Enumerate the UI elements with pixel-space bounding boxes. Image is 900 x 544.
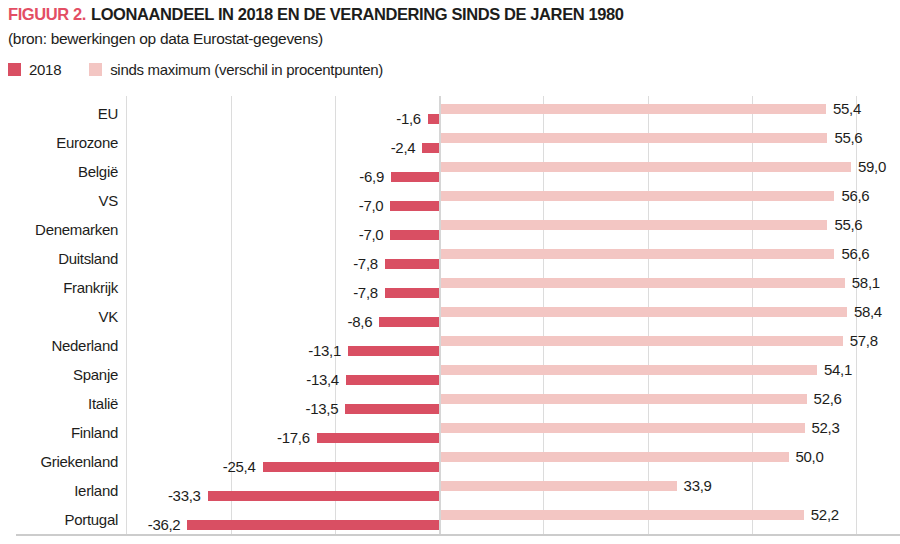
value-label-2018: -13,5 xyxy=(306,401,339,417)
category-label: Italië xyxy=(8,396,118,412)
bar-sinds-maximum xyxy=(441,452,789,462)
value-label-sinds-maximum: 58,4 xyxy=(854,304,882,320)
category-label: Duitsland xyxy=(8,251,118,267)
bar-sinds-maximum xyxy=(441,394,807,404)
bar-2018 xyxy=(346,375,439,385)
bar-2018 xyxy=(385,288,439,298)
value-label-2018: -17,6 xyxy=(277,430,310,446)
bar-sinds-maximum xyxy=(441,481,677,491)
category-label: Finland xyxy=(8,425,118,441)
bar-sinds-maximum xyxy=(441,423,805,433)
value-label-sinds-maximum: 33,9 xyxy=(684,478,712,494)
bar-sinds-maximum xyxy=(441,249,834,259)
value-label-sinds-maximum: 52,3 xyxy=(812,420,840,436)
value-label-sinds-maximum: 55,4 xyxy=(833,101,861,117)
bar-2018 xyxy=(390,201,439,211)
bar-2018 xyxy=(345,404,439,414)
bar-2018 xyxy=(390,230,439,240)
bar-sinds-maximum xyxy=(441,307,847,317)
bar-sinds-maximum xyxy=(441,510,804,520)
value-label-sinds-maximum: 56,6 xyxy=(841,188,869,204)
x-axis-line xyxy=(16,534,900,536)
bar-sinds-maximum xyxy=(441,278,845,288)
bar-2018 xyxy=(379,317,439,327)
value-label-sinds-maximum: 55,6 xyxy=(834,130,862,146)
bar-2018 xyxy=(317,433,439,443)
bar-2018 xyxy=(348,346,439,356)
value-label-sinds-maximum: 52,6 xyxy=(814,391,842,407)
category-label: België xyxy=(8,164,118,180)
bar-sinds-maximum xyxy=(441,336,843,346)
bar-sinds-maximum xyxy=(441,365,817,375)
value-label-sinds-maximum: 57,8 xyxy=(850,333,878,349)
value-label-2018: -8,6 xyxy=(348,314,373,330)
gridline xyxy=(126,96,127,535)
value-label-2018: -1,6 xyxy=(396,111,421,127)
category-label: VS xyxy=(8,193,118,209)
category-label: Denemarken xyxy=(8,222,118,238)
value-label-2018: -13,1 xyxy=(308,343,341,359)
value-label-sinds-maximum: 55,6 xyxy=(834,217,862,233)
category-label: Eurozone xyxy=(8,135,118,151)
bar-sinds-maximum xyxy=(441,162,851,172)
bar-sinds-maximum xyxy=(441,220,827,230)
value-label-2018: -13,4 xyxy=(306,372,339,388)
bar-2018 xyxy=(208,491,439,501)
bar-2018 xyxy=(385,259,439,269)
category-label: EU xyxy=(8,106,118,122)
bar-2018 xyxy=(391,172,439,182)
category-label: Nederland xyxy=(8,338,118,354)
value-label-2018: -7,8 xyxy=(353,285,378,301)
bar-chart: EU 55,4 -1,6 Eurozone 55,6 -2,4 België 59,0 -6,9… xyxy=(0,0,900,544)
category-label: Spanje xyxy=(8,367,118,383)
bar-2018 xyxy=(187,520,439,530)
bar-sinds-maximum xyxy=(441,104,826,114)
value-label-sinds-maximum: 58,1 xyxy=(852,275,880,291)
bar-sinds-maximum xyxy=(441,133,827,143)
value-label-2018: -36,2 xyxy=(148,517,181,533)
value-label-sinds-maximum: 52,2 xyxy=(811,507,839,523)
category-label: Frankrijk xyxy=(8,280,118,296)
category-label: Portugal xyxy=(8,512,118,528)
bar-2018 xyxy=(422,143,439,153)
value-label-sinds-maximum: 54,1 xyxy=(824,362,852,378)
value-label-sinds-maximum: 59,0 xyxy=(858,159,886,175)
category-label: VK xyxy=(8,309,118,325)
bar-2018 xyxy=(263,462,440,472)
value-label-2018: -6,9 xyxy=(359,169,384,185)
value-label-2018: -2,4 xyxy=(391,140,416,156)
value-label-2018: -7,8 xyxy=(353,256,378,272)
category-label: Griekenland xyxy=(8,454,118,470)
category-label: Ierland xyxy=(8,483,118,499)
value-label-2018: -33,3 xyxy=(168,488,201,504)
value-label-2018: -25,4 xyxy=(223,459,256,475)
bar-sinds-maximum xyxy=(441,191,834,201)
value-label-2018: -7,0 xyxy=(359,198,384,214)
bar-2018 xyxy=(428,114,439,124)
value-label-sinds-maximum: 50,0 xyxy=(796,449,824,465)
figure-2-wage-share-chart: FIGUUR 2.LOONAANDEEL IN 2018 EN DE VERAN… xyxy=(0,0,900,544)
value-label-2018: -7,0 xyxy=(359,227,384,243)
value-label-sinds-maximum: 56,6 xyxy=(841,246,869,262)
